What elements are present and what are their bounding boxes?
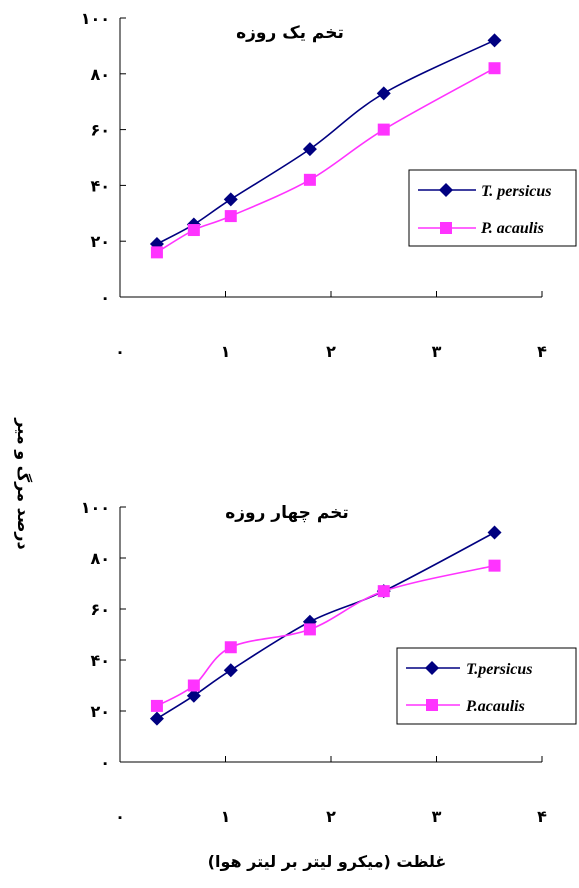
y-tick-label: ۸۰ bbox=[90, 65, 110, 84]
chart-four-day-eggs: تخم چهار روزه ۰ ۲۰ ۴۰ ۶۰ ۸۰ ۱۰۰ ۰ ۱ ۲ ۳ ۴ T.persic… bbox=[81, 498, 577, 826]
x-tick-label: ۰ bbox=[115, 807, 125, 826]
data-point-series-2 bbox=[224, 641, 237, 654]
chart-one-day-eggs: تخم یک روزه ۰ ۲۰ ۴۰ ۶۰ ۸۰ ۱۰۰ ۰ ۱ ۲ ۳ ۴ T. persicu… bbox=[81, 9, 577, 361]
y-tick-label: ۴۰ bbox=[90, 176, 110, 195]
data-point-series-2 bbox=[488, 559, 501, 572]
data-point-series-2 bbox=[187, 679, 200, 692]
data-point-series-1 bbox=[376, 86, 391, 101]
data-point-series-2 bbox=[377, 123, 390, 136]
legend-box bbox=[408, 169, 577, 247]
legend-label-series-1: T.persicus bbox=[466, 661, 533, 678]
y-tick-label: ۰ bbox=[100, 753, 110, 772]
y-tick-label: ۶۰ bbox=[90, 600, 110, 619]
data-point-series-1 bbox=[487, 525, 502, 540]
data-point-series-1 bbox=[223, 663, 238, 678]
y-tick-label: ۲۰ bbox=[90, 232, 110, 251]
data-point-series-1 bbox=[487, 33, 502, 48]
legend-box bbox=[396, 647, 577, 725]
legend: T. persicus P. acaulis bbox=[408, 169, 577, 247]
x-tick-label: ۱ bbox=[221, 807, 231, 826]
legend-label-series-1: T. persicus bbox=[481, 183, 552, 200]
data-point-series-1 bbox=[302, 142, 317, 157]
data-point-series-2 bbox=[224, 210, 237, 223]
legend-swatch-marker bbox=[439, 183, 453, 197]
data-point-series-1 bbox=[186, 688, 201, 703]
data-point-series-2 bbox=[488, 62, 501, 75]
series-layer bbox=[149, 525, 502, 726]
y-tick-label: ۱۰۰ bbox=[81, 9, 110, 28]
data-point-series-2 bbox=[150, 699, 163, 712]
legend: T.persicus P.acaulis bbox=[396, 647, 577, 725]
x-tick-label: ۴ bbox=[537, 342, 547, 361]
data-point-series-2 bbox=[303, 173, 316, 186]
x-tick-label: ۳ bbox=[432, 807, 442, 826]
y-axis-label: درصد مرگ و میر bbox=[14, 417, 33, 549]
legend-swatch-marker bbox=[426, 699, 438, 711]
legend-label-series-2: P.acaulis bbox=[465, 698, 525, 715]
x-tick-label: ۲ bbox=[326, 807, 336, 826]
y-tick-label: ۲۰ bbox=[90, 702, 110, 721]
data-point-series-1 bbox=[223, 192, 238, 207]
x-tick-label: ۴ bbox=[537, 807, 547, 826]
x-axis-label: غلظت (میکرو لیتر بر لیتر هوا) bbox=[208, 852, 447, 871]
data-point-series-1 bbox=[149, 711, 164, 726]
legend-swatch-marker bbox=[425, 661, 439, 675]
chart-title: تخم چهار روزه bbox=[225, 503, 349, 523]
data-point-series-2 bbox=[187, 224, 200, 237]
y-tick-label: ۱۰۰ bbox=[81, 498, 110, 517]
data-point-series-2 bbox=[303, 623, 316, 636]
y-tick-label: ۶۰ bbox=[90, 121, 110, 140]
tick-layer: ۰ ۲۰ ۴۰ ۶۰ ۸۰ ۱۰۰ ۰ ۱ ۲ ۳ ۴ bbox=[81, 9, 547, 361]
y-tick-label: ۸۰ bbox=[90, 549, 110, 568]
x-tick-label: ۰ bbox=[115, 342, 125, 361]
chart-title: تخم یک روزه bbox=[236, 23, 344, 43]
y-tick-label: ۰ bbox=[100, 288, 110, 307]
x-tick-label: ۳ bbox=[432, 342, 442, 361]
legend-label-series-2: P. acaulis bbox=[480, 220, 544, 237]
legend-swatch-marker bbox=[440, 222, 452, 234]
x-tick-label: ۲ bbox=[326, 342, 336, 361]
data-point-series-2 bbox=[377, 585, 390, 598]
y-tick-label: ۴۰ bbox=[90, 651, 110, 670]
series-layer bbox=[149, 33, 502, 259]
data-point-series-2 bbox=[150, 246, 163, 259]
tick-layer: ۰ ۲۰ ۴۰ ۶۰ ۸۰ ۱۰۰ ۰ ۱ ۲ ۳ ۴ bbox=[81, 498, 547, 826]
x-tick-label: ۱ bbox=[221, 342, 231, 361]
